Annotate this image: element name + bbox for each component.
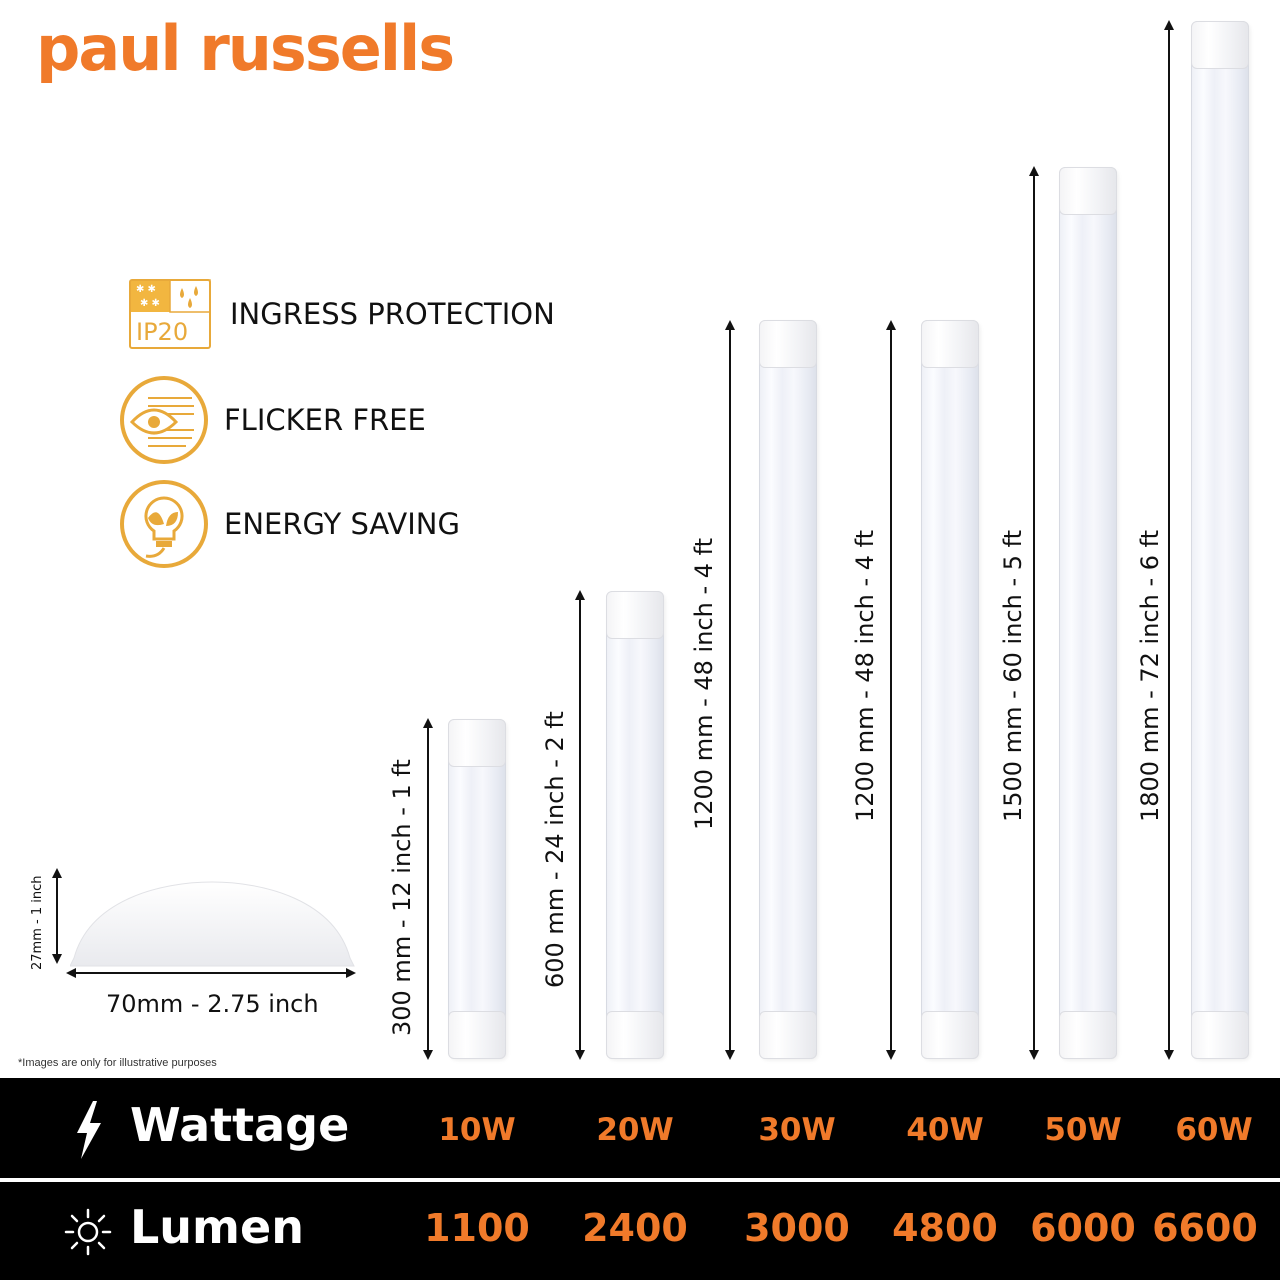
lumen-title: Lumen bbox=[130, 1200, 304, 1254]
flicker-free-icon bbox=[118, 374, 210, 466]
height-dimension-line bbox=[725, 320, 735, 1060]
height-dimension-line bbox=[1029, 166, 1039, 1060]
profile-height-line bbox=[52, 868, 62, 964]
tube-size-label: 1200 mm - 48 inch - 4 ft bbox=[851, 529, 879, 822]
feature-label: INGRESS PROTECTION bbox=[230, 297, 555, 331]
height-dimension-line bbox=[886, 320, 896, 1060]
feature-flicker-free: FLICKER FREE bbox=[118, 374, 426, 466]
profile-height-label: 27mm - 1 inch bbox=[30, 875, 45, 970]
lumen-value: 4800 bbox=[892, 1206, 998, 1250]
lumen-value: 1100 bbox=[424, 1206, 530, 1250]
wattage-row: Wattage 10W 20W 30W 40W 50W 60W bbox=[0, 1078, 1280, 1178]
led-batten-tube bbox=[448, 719, 506, 1059]
lumen-value: 6000 bbox=[1030, 1206, 1136, 1250]
lumen-value: 6600 bbox=[1152, 1206, 1258, 1250]
height-dimension-line bbox=[575, 590, 585, 1060]
led-batten-tube bbox=[1059, 167, 1117, 1059]
profile-width-line bbox=[66, 968, 356, 978]
wattage-title: Wattage bbox=[130, 1098, 350, 1152]
wattage-value: 50W bbox=[1044, 1112, 1122, 1148]
tube-size-label: 1200 mm - 48 inch - 4 ft bbox=[690, 537, 718, 830]
ip20-icon: ✱ ✱ ✱ ✱ IP20 bbox=[124, 268, 216, 360]
tube-size-label: 300 mm - 12 inch - 1 ft bbox=[388, 759, 416, 1036]
feature-label: FLICKER FREE bbox=[224, 403, 426, 437]
tube-size-label: 1500 mm - 60 inch - 5 ft bbox=[999, 529, 1027, 822]
wattage-value: 20W bbox=[596, 1112, 674, 1148]
led-batten-tube bbox=[759, 320, 817, 1059]
led-batten-tube bbox=[606, 591, 664, 1059]
height-dimension-line bbox=[423, 718, 433, 1060]
svg-text:✱ ✱: ✱ ✱ bbox=[136, 284, 156, 295]
sun-icon bbox=[58, 1202, 118, 1262]
feature-energy-saving: ENERGY SAVING bbox=[118, 478, 460, 570]
lumen-value: 3000 bbox=[744, 1206, 850, 1250]
wattage-value: 10W bbox=[438, 1112, 516, 1148]
energy-saving-icon bbox=[118, 478, 210, 570]
profile-width-label: 70mm - 2.75 inch bbox=[106, 990, 319, 1018]
wattage-value: 30W bbox=[758, 1112, 836, 1148]
disclaimer: *Images are only for illustrative purpos… bbox=[18, 1057, 217, 1069]
feature-ingress-protection: ✱ ✱ ✱ ✱ IP20 INGRESS PROTECTION bbox=[124, 268, 555, 360]
svg-text:✱ ✱: ✱ ✱ bbox=[140, 298, 160, 309]
tube-size-label: 600 mm - 24 inch - 2 ft bbox=[541, 711, 569, 988]
svg-text:IP20: IP20 bbox=[136, 318, 188, 346]
height-dimension-line bbox=[1164, 20, 1174, 1060]
lumen-row: Lumen 1100 2400 3000 4800 6000 6600 bbox=[0, 1182, 1280, 1280]
led-batten-tube bbox=[921, 320, 979, 1059]
led-batten-tube bbox=[1191, 21, 1249, 1059]
tube-size-label: 1800 mm - 72 inch - 6 ft bbox=[1136, 529, 1164, 822]
tube-profile-illustration bbox=[70, 881, 355, 967]
wattage-value: 60W bbox=[1175, 1112, 1253, 1148]
brand-logo: paul russells bbox=[36, 12, 455, 85]
lumen-value: 2400 bbox=[582, 1206, 688, 1250]
lightning-icon bbox=[58, 1100, 118, 1160]
feature-label: ENERGY SAVING bbox=[224, 507, 460, 541]
wattage-value: 40W bbox=[906, 1112, 984, 1148]
